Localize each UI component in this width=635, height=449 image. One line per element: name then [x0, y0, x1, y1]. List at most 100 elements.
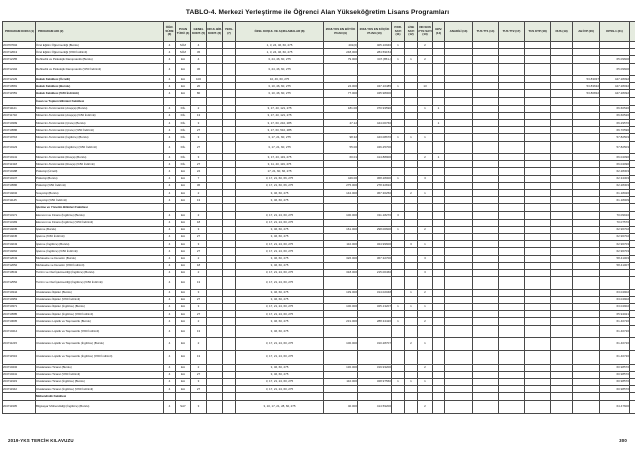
cell-puan: DİL	[175, 140, 191, 155]
cell-lise	[404, 225, 418, 234]
program-code: 204710232	[2, 188, 36, 198]
cell-kpss2: 79.715900	[629, 62, 635, 77]
cell-anadil	[444, 211, 473, 220]
cell-ozel: 3, 17, 63, 510, 285	[235, 126, 324, 135]
program-code: 204710581	[2, 82, 36, 91]
program-name: Rehberlik ve Psikolojik Danışmanlık (%50…	[35, 62, 164, 77]
cell-dr500: 1	[417, 377, 433, 387]
cell-tustt2	[498, 126, 525, 135]
cell-ogr: 4	[163, 188, 176, 198]
program-code: 204710262	[2, 247, 36, 256]
cell-okul	[206, 55, 223, 64]
cell-dus	[550, 261, 573, 270]
cell-okul	[206, 89, 223, 98]
cell-enkucuk: 414.59200	[357, 400, 392, 414]
cell-tusktp	[524, 48, 551, 57]
cell-tusktp	[524, 104, 551, 113]
cell-genel: 13	[190, 349, 207, 365]
cell-anadil	[444, 153, 473, 162]
program-name: Hukuk Fakültesi (Ücretli)	[35, 75, 164, 84]
program-code: 204712552	[2, 276, 36, 290]
program-code: 204713171	[2, 211, 36, 220]
cell-puan: EA	[175, 247, 191, 256]
cell-pdr: 1	[391, 174, 405, 183]
table-row: 204710605 Uluslararası Lojistik ve Taşıma…	[2, 317, 635, 326]
cell-ozel: 3, 46, 60, 275	[235, 324, 324, 338]
cell-abivp	[572, 232, 600, 242]
cell-ozel: 3, 17, 21, 24, 60, 275	[235, 377, 324, 387]
cell-dus	[550, 240, 573, 249]
cell-enkucuk	[357, 324, 392, 338]
cell-abivp	[572, 268, 600, 278]
cell-kpss2: 78.40319	[629, 181, 635, 191]
cell-enbuyuk	[323, 276, 358, 290]
cell-genel: 80	[190, 89, 207, 98]
cell-tustt2	[498, 218, 525, 227]
th-enbuyuk: 2018-YKS EN BÜYÜK PUAN (9)	[323, 21, 358, 42]
cell-ogr: 4	[163, 181, 176, 191]
cell-enkucuk	[357, 203, 392, 213]
cell-ozel	[235, 392, 324, 402]
cell-grv	[432, 317, 445, 326]
program-name: Uluslararası Ticaret (%50 İndirimli)	[35, 370, 164, 379]
cell-kpss2	[629, 363, 635, 372]
cell-tustt2	[498, 203, 525, 213]
cell-ogr: 4	[163, 247, 176, 256]
cell-ozel: 3, 17, 43, 121, 275	[235, 104, 324, 113]
cell-okul	[206, 133, 223, 142]
cell-ogr: 4	[163, 196, 176, 205]
cell-genel: 27	[190, 232, 207, 242]
cell-anadil	[444, 126, 473, 135]
cell-tustt2	[498, 247, 525, 256]
cell-enkucuk	[357, 310, 392, 319]
cell-enkucuk: 298.00600	[357, 225, 392, 234]
cell-tustt1	[472, 133, 499, 142]
cell-tusktp	[524, 118, 551, 128]
cell-tustt1	[472, 140, 499, 155]
program-code: 204710585	[2, 310, 36, 319]
cell-okul	[206, 288, 223, 297]
cell-enbuyuk: 161.000	[323, 225, 358, 234]
cell-enkucuk	[357, 261, 392, 270]
cell-dr500: 1	[417, 104, 433, 113]
cell-tustt2	[498, 261, 525, 270]
cell-ozel: 3, 17, 21, 60, 275	[235, 133, 324, 142]
cell-enbuyuk	[323, 96, 358, 106]
program-code: 204711933	[2, 377, 36, 387]
cell-tustt1	[472, 118, 499, 128]
cell-tustt2	[498, 153, 525, 162]
cell-pdr	[391, 363, 405, 372]
cell-pdr	[391, 203, 405, 213]
cell-genel: 13	[190, 324, 207, 338]
cell-genel: 27	[190, 295, 207, 304]
cell-kpss1: 57.82503	[599, 133, 630, 142]
cell-abivp	[572, 400, 600, 414]
cell-dus	[550, 392, 573, 402]
cell-pdr	[391, 188, 405, 198]
program-code: 204710399	[2, 118, 36, 128]
cell-tusktp	[524, 400, 551, 414]
table-head: PROGRAM KODU (1) PROGRAM ADI (2) ÖĞR. SÜ…	[2, 21, 635, 42]
program-name: Mütercim-Tercümanlık (Çince) (%50 İndiri…	[35, 126, 164, 135]
cell-kpss2	[629, 247, 635, 256]
cell-tustt2	[498, 82, 525, 91]
cell-genel	[190, 96, 207, 106]
cell-genel: 27	[190, 247, 207, 256]
cell-puan: DİL	[175, 153, 191, 162]
cell-tustt2	[498, 133, 525, 142]
cell-grv	[432, 62, 445, 77]
faculty-code-cell	[2, 96, 36, 106]
cell-kpss1: 60.98570	[599, 385, 630, 394]
cell-dus	[550, 276, 573, 290]
cell-enbuyuk: 275.000	[323, 181, 358, 191]
cell-enbuyuk	[323, 247, 358, 256]
cell-yerl	[222, 370, 236, 379]
cell-pdr	[391, 196, 405, 205]
cell-yerl	[222, 349, 236, 365]
cell-enkucuk: 367.32700	[357, 254, 392, 263]
cell-dus	[550, 295, 573, 304]
cell-abivp	[572, 140, 600, 155]
program-code: 204710586	[2, 126, 36, 135]
cell-enkucuk: 328.97560	[357, 377, 392, 387]
table-row: 204710344 Uluslararası İlişkiler (Burslu)…	[2, 288, 635, 297]
